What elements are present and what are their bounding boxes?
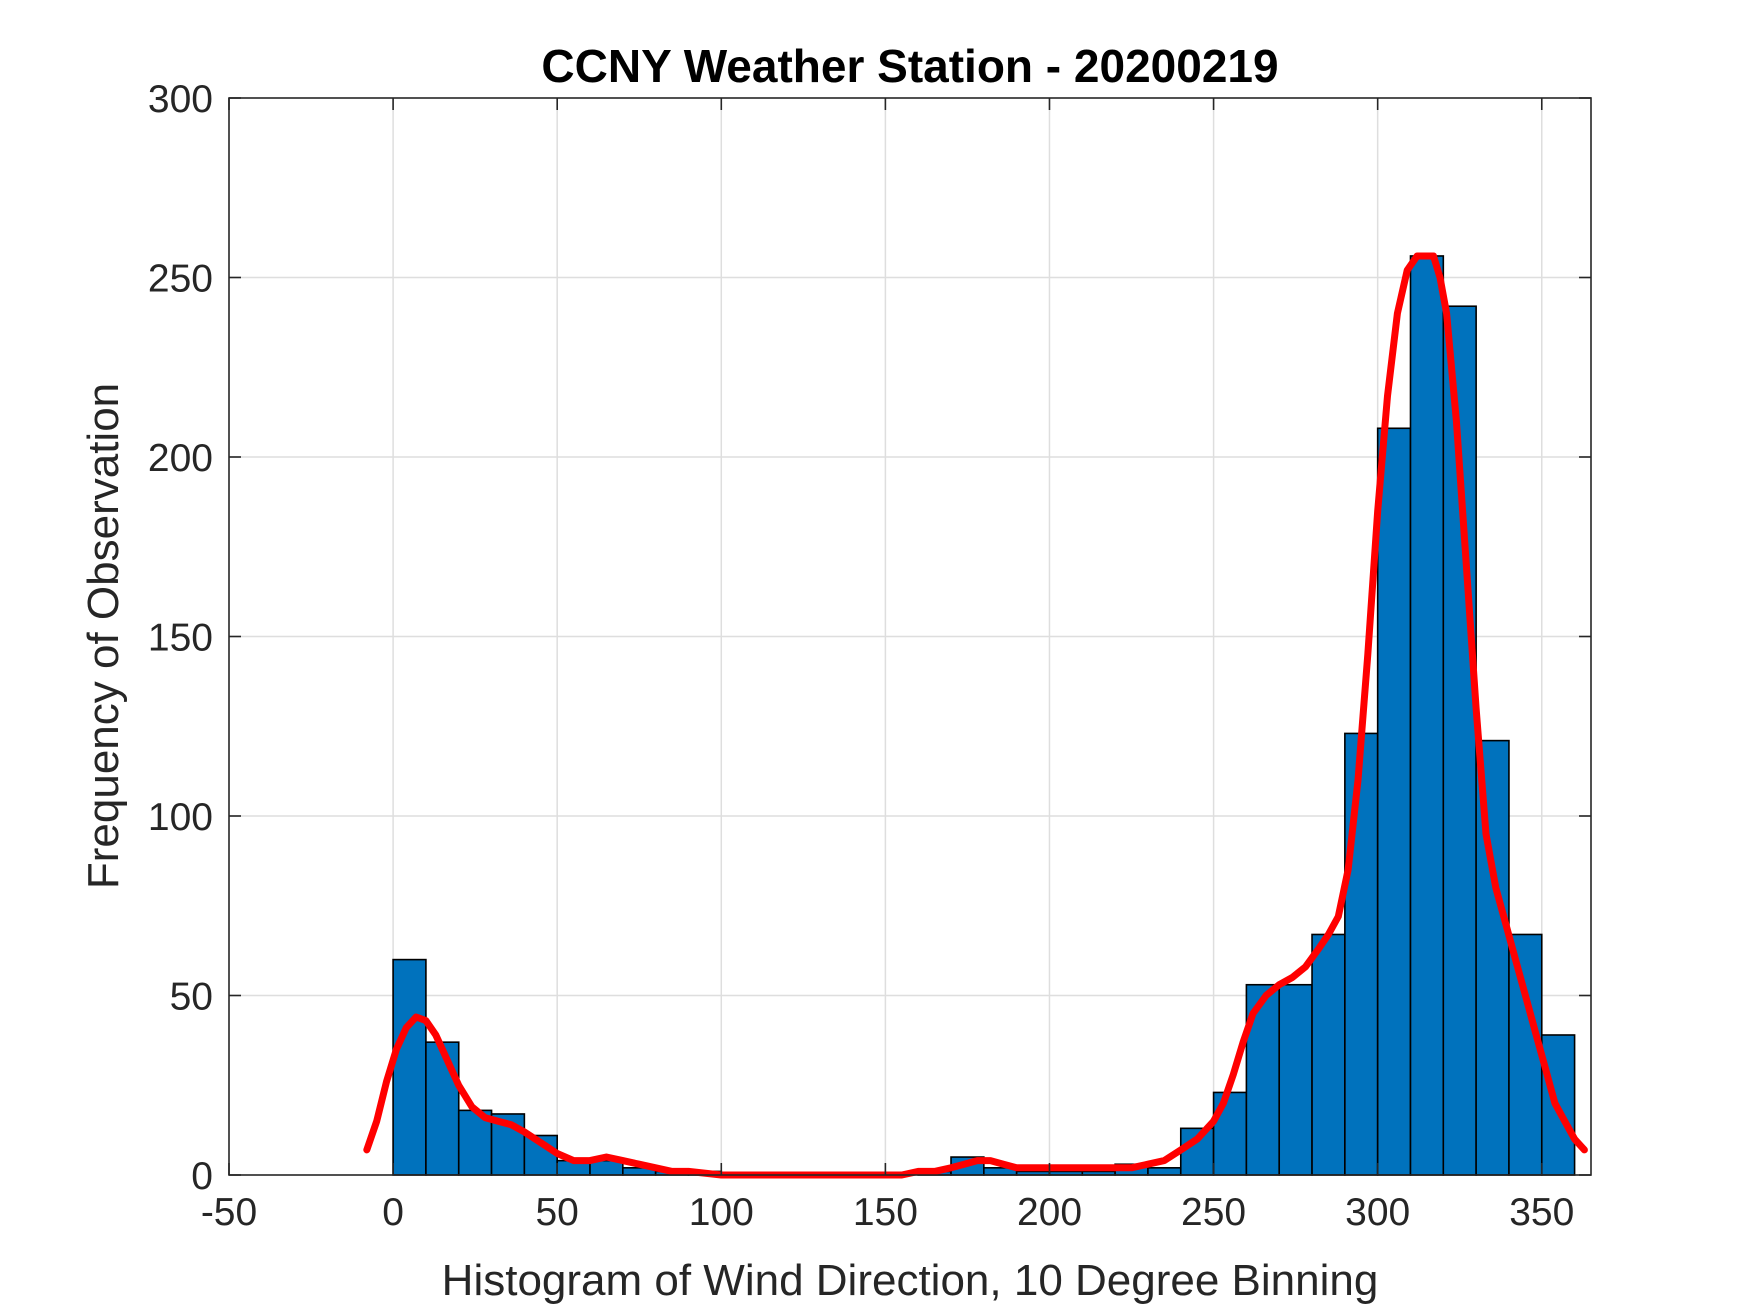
histogram-bar: [1344, 732, 1379, 1176]
ticks: [228, 97, 1591, 1176]
y-tick-label: 200: [148, 437, 213, 480]
y-tick-label: 250: [148, 258, 213, 301]
tick-labels: -50 0 50 100 150 200 250 300 3500501001502002503…: [148, 78, 1574, 1234]
histogram-bar: [1508, 933, 1543, 1176]
histogram-bar: [1278, 983, 1313, 1176]
x-tick-label: 200: [1017, 1191, 1082, 1234]
x-tick-label: 50: [535, 1191, 578, 1234]
histogram-bar: [425, 1041, 460, 1176]
chart-title: CCNY Weather Station - 20200219: [541, 40, 1278, 92]
histogram-bar: [392, 958, 427, 1176]
y-tick-label: 100: [148, 796, 213, 839]
y-axis-label: Frequency of Observation: [79, 383, 128, 889]
bars: [392, 255, 1576, 1176]
y-tick-label: 50: [170, 976, 213, 1019]
x-tick-label: 300: [1345, 1191, 1410, 1234]
histogram-bar: [1212, 1091, 1248, 1176]
x-axis-label: Histogram of Wind Direction, 10 Degree B…: [442, 1256, 1379, 1305]
y-tick-label: 300: [148, 78, 213, 121]
x-tick-label: 350: [1509, 1191, 1574, 1234]
y-tick-label: 150: [148, 617, 213, 660]
x-tick-label: 100: [689, 1191, 754, 1234]
histogram-bar: [1409, 255, 1445, 1176]
x-tick-label: 150: [853, 1191, 918, 1234]
x-tick-label: -50: [201, 1191, 257, 1234]
histogram-bar: [1147, 1167, 1182, 1176]
histogram-bar: [1311, 933, 1346, 1176]
y-tick-label: 0: [191, 1155, 213, 1198]
x-tick-label: 0: [382, 1191, 404, 1234]
density-curve: [363, 252, 1588, 1179]
histogram-bar: [1376, 427, 1412, 1176]
fit-curve: [363, 252, 1588, 1179]
x-tick-label: 250: [1181, 1191, 1246, 1234]
